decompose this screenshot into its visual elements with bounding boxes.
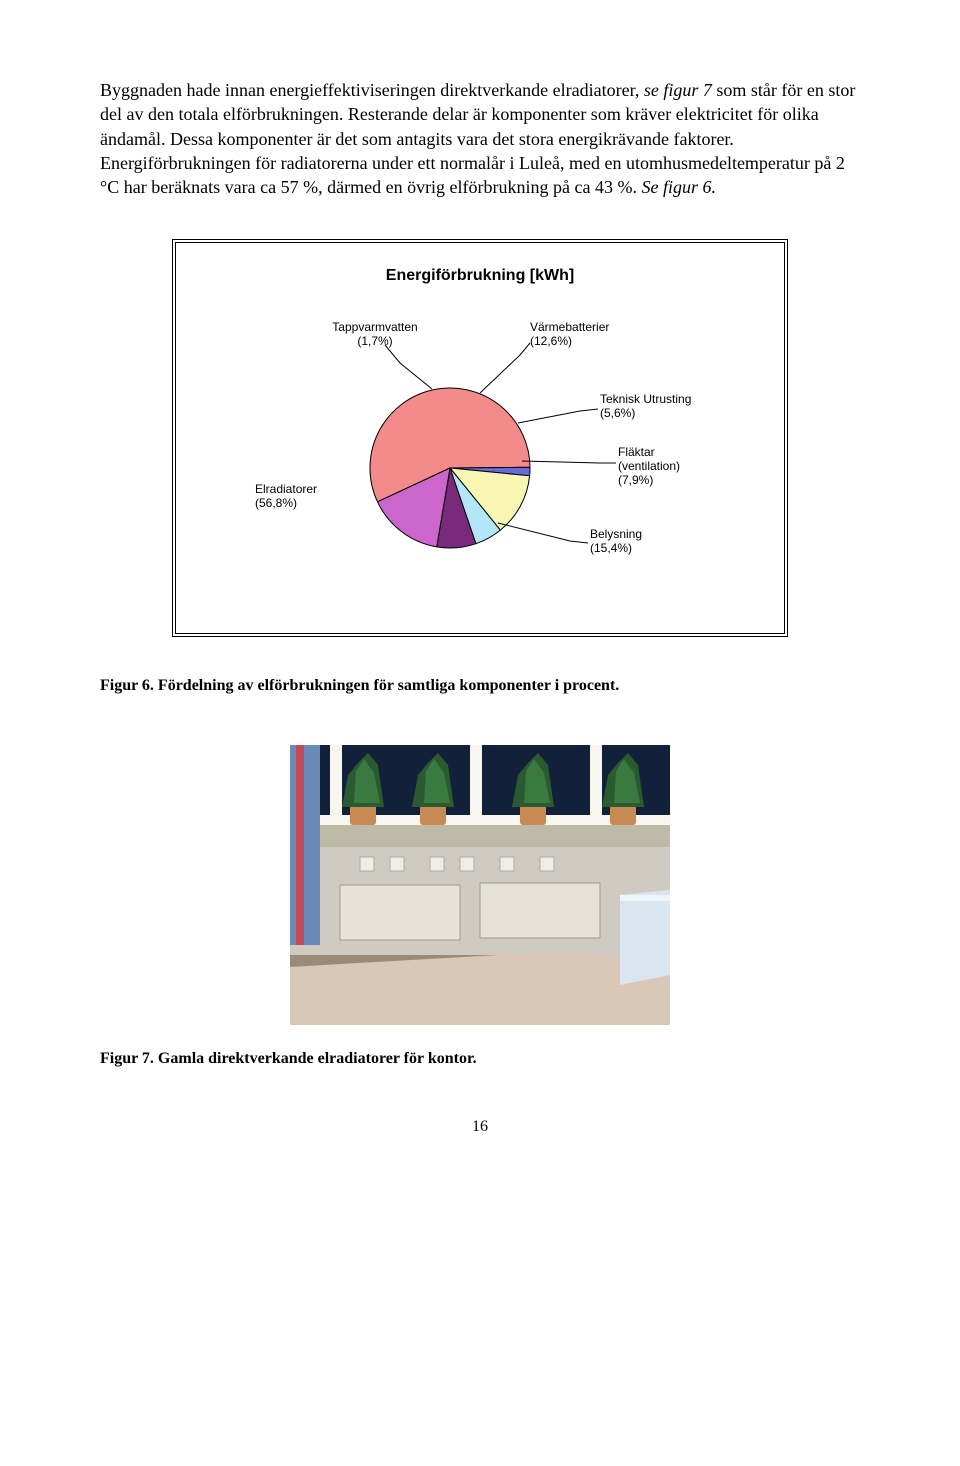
pie-label-fläktar: Fläktar [618, 445, 655, 459]
pie-label-teknisk-utrusting: Teknisk Utrusting [600, 392, 691, 406]
pie-label-teknisk-utrusting: (5,6%) [600, 406, 635, 420]
figure-6-caption: Figur 6. Fördelning av elförbrukningen f… [100, 677, 860, 695]
pie-label-belysning: Belysning [590, 527, 642, 541]
pie-label-fläktar: (ventilation) [618, 459, 680, 473]
pie-label-värmebatterier: Värmebatterier [530, 320, 609, 334]
figure-7-photo [100, 745, 860, 1030]
pie-label-belysning: (15,4%) [590, 541, 632, 555]
figure-7-caption: Figur 7. Gamla direktverkande elradiator… [100, 1050, 860, 1068]
body-paragraph: Byggnaden hade innan energieffektiviseri… [100, 78, 860, 199]
chart-title: Energiförbrukning [kWh] [200, 267, 760, 285]
pie-label-tappvarmvatten: Tappvarmvatten [332, 320, 417, 334]
pie-label-värmebatterier: (12,6%) [530, 334, 572, 348]
pie-label-tappvarmvatten: (1,7%) [357, 334, 392, 348]
para-text-a: Byggnaden hade innan energieffektiviseri… [100, 80, 644, 100]
pie-label-elradiatorer: (56,8%) [255, 496, 297, 510]
pie-chart: Elradiatorer(56,8%) Tappvarmvatten(1,7%) V… [200, 293, 760, 593]
pie-label-elradiatorer: Elradiatorer [255, 482, 317, 496]
pie-chart-container: Energiförbrukning [kWh] Elradiatorer(56,… [172, 239, 788, 637]
para-text-b: se figur 7 [644, 80, 712, 100]
para-text-d: Se figur 6. [642, 177, 717, 197]
page-number: 16 [100, 1118, 860, 1136]
pie-label-fläktar: (7,9%) [618, 473, 653, 487]
